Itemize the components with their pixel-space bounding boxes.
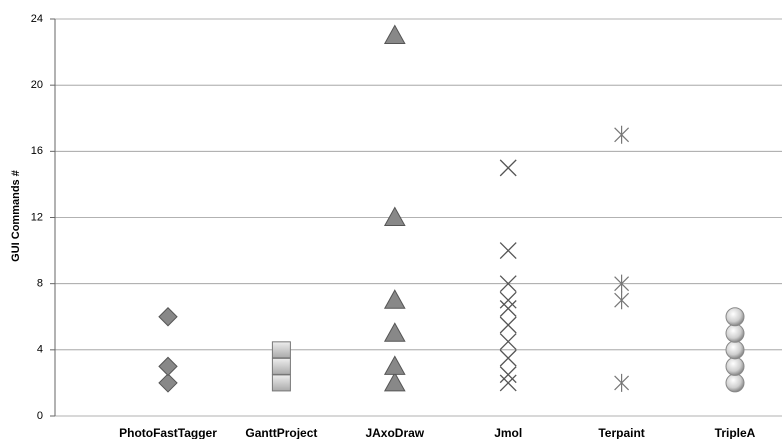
- x-marker: [499, 242, 517, 260]
- x-marker: [499, 349, 517, 367]
- x-tick-label: PhotoFastTagger: [119, 426, 217, 439]
- diamond-marker: [158, 373, 178, 393]
- x-tick-label: JAxoDraw: [365, 426, 424, 439]
- sphere-marker: [725, 323, 745, 343]
- y-tick-label: 4: [37, 344, 43, 356]
- x-marker: [499, 291, 517, 309]
- triangle-marker: [383, 355, 406, 375]
- x-marker: [499, 366, 517, 384]
- sphere-marker: [725, 340, 745, 360]
- y-tick-label: 12: [31, 211, 43, 223]
- x-marker: [499, 333, 517, 351]
- y-tick-label: 20: [31, 79, 43, 91]
- triangle-marker: [383, 24, 406, 45]
- sphere-marker: [725, 373, 745, 393]
- square-marker: [271, 357, 291, 375]
- y-axis-label: GUI Commands #: [10, 170, 22, 262]
- sphere-marker: [725, 356, 745, 376]
- sphere-marker: [725, 307, 745, 327]
- x-tick-label: Terpaint: [598, 426, 644, 439]
- x-marker: [499, 275, 517, 293]
- x-marker: [499, 316, 517, 334]
- x-marker: [499, 300, 517, 317]
- square-marker: [271, 374, 291, 392]
- triangle-marker: [383, 371, 406, 392]
- y-tick-label: 0: [37, 410, 43, 422]
- diamond-marker: [158, 307, 178, 327]
- square-marker: [271, 341, 291, 359]
- asterisk-marker: [614, 291, 630, 310]
- x-marker: [499, 159, 517, 177]
- triangle-marker: [383, 289, 406, 309]
- asterisk-marker: [614, 373, 630, 392]
- x-tick-label: Jmol: [494, 426, 522, 439]
- triangle-marker: [383, 322, 406, 342]
- x-marker: [499, 374, 517, 392]
- x-tick-label: TripleA: [715, 426, 756, 439]
- asterisk-marker: [614, 125, 630, 144]
- diamond-marker: [158, 356, 178, 377]
- y-tick-label: 8: [37, 278, 43, 290]
- triangle-marker: [383, 206, 406, 226]
- x-tick-label: GanttProject: [245, 426, 317, 439]
- y-tick-label: 16: [31, 145, 43, 157]
- y-tick-label: 24: [31, 13, 43, 25]
- asterisk-marker: [614, 274, 630, 293]
